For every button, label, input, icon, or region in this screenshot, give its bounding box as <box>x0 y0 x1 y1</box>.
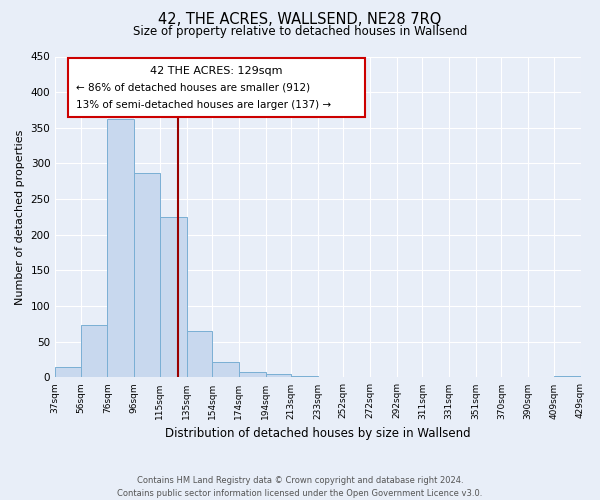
Bar <box>187 331 212 378</box>
Bar <box>80 326 107 378</box>
Text: 42 THE ACRES: 129sqm: 42 THE ACRES: 129sqm <box>151 66 283 76</box>
Bar <box>55 366 80 378</box>
Y-axis label: Number of detached properties: Number of detached properties <box>15 130 25 304</box>
Bar <box>160 217 187 378</box>
Text: Contains HM Land Registry data © Crown copyright and database right 2024.
Contai: Contains HM Land Registry data © Crown c… <box>118 476 482 498</box>
Bar <box>239 372 266 378</box>
Bar <box>107 120 134 378</box>
Bar <box>266 374 291 378</box>
Text: 13% of semi-detached houses are larger (137) →: 13% of semi-detached houses are larger (… <box>76 100 331 110</box>
Text: ← 86% of detached houses are smaller (912): ← 86% of detached houses are smaller (91… <box>76 82 310 92</box>
Text: 42, THE ACRES, WALLSEND, NE28 7RQ: 42, THE ACRES, WALLSEND, NE28 7RQ <box>158 12 442 28</box>
FancyBboxPatch shape <box>68 58 365 118</box>
Bar <box>212 362 239 378</box>
X-axis label: Distribution of detached houses by size in Wallsend: Distribution of detached houses by size … <box>165 427 470 440</box>
Bar <box>291 376 318 378</box>
Bar <box>554 376 581 378</box>
Text: Size of property relative to detached houses in Wallsend: Size of property relative to detached ho… <box>133 25 467 38</box>
Bar <box>134 172 160 378</box>
